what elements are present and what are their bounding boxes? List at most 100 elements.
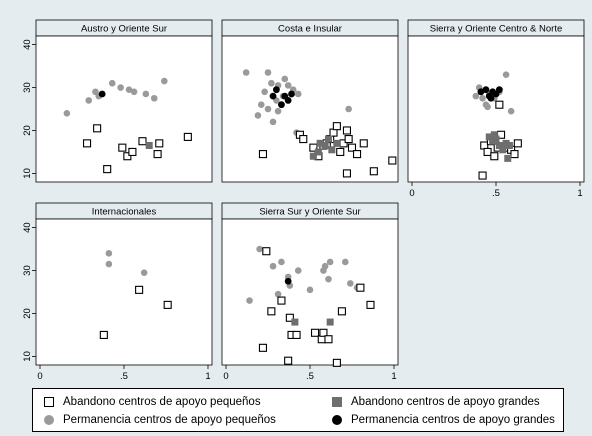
point-permanencia-pequeno xyxy=(257,101,265,109)
point-permanencia-pequeno xyxy=(268,79,275,87)
point-abandono-pequeno xyxy=(183,132,192,141)
panel-title: Internacionales xyxy=(92,207,157,218)
point-abandono-pequeno xyxy=(324,335,333,344)
point-abandono-grande xyxy=(145,142,153,149)
y-tick-label: 10 xyxy=(22,351,33,362)
panel-4: Internacionales 10 20 30 40 0 .5 1 xyxy=(22,202,213,382)
legend-item-pe-small: Permanencia centros de apoyo pequeños xyxy=(43,412,276,428)
point-abandono-grande xyxy=(291,318,299,326)
point-abandono-grande xyxy=(316,139,324,147)
point-abandono-pequeno xyxy=(277,296,286,305)
legend-item-ab-small: Abandono centros de apoyo pequeños xyxy=(43,394,261,410)
point-abandono-pequeno xyxy=(138,137,147,146)
point-abandono-pequeno xyxy=(258,150,268,159)
point-permanencia-pequeno xyxy=(117,84,124,91)
x-tick-label: 1 xyxy=(391,371,396,382)
point-permanencia-pequeno xyxy=(472,92,480,100)
point-permanencia-grande xyxy=(278,101,285,109)
point-permanencia-pequeno xyxy=(502,71,510,78)
point-permanencia-pequeno xyxy=(130,88,138,96)
x-tick-label: .5 xyxy=(492,188,500,199)
point-permanencia-grande xyxy=(98,90,106,98)
y-tick-label: 30 xyxy=(22,265,33,276)
legend-gray-circle-icon xyxy=(44,415,54,425)
legend-label-ab-small: Abandono centros de apoyo pequeños xyxy=(63,396,261,408)
point-permanencia-pequeno xyxy=(142,90,150,98)
point-abandono-grande xyxy=(499,146,507,154)
point-permanencia-pequeno xyxy=(479,94,486,102)
point-abandono-pequeno xyxy=(267,307,276,316)
point-permanencia-pequeno xyxy=(108,79,116,87)
x-tick-label: 0 xyxy=(37,371,42,382)
point-permanencia-pequeno xyxy=(256,245,263,253)
point-permanencia-pequeno xyxy=(306,286,314,294)
point-permanencia-pequeno xyxy=(326,258,334,266)
point-permanencia-pequeno xyxy=(347,280,354,287)
point-abandono-pequeno xyxy=(513,139,522,148)
point-abandono-grande xyxy=(328,146,336,154)
point-abandono-grande xyxy=(321,142,329,149)
x-tick-label: .5 xyxy=(306,371,314,382)
point-permanencia-pequeno xyxy=(150,94,158,102)
point-abandono-grande xyxy=(314,148,322,156)
point-abandono-grande xyxy=(490,131,498,139)
point-abandono-grande xyxy=(333,139,341,147)
legend-item-pe-large: Permanencia centros de apoyo grandes xyxy=(331,412,555,428)
point-abandono-pequeno xyxy=(292,330,301,339)
point-permanencia-pequeno xyxy=(484,103,491,111)
y-tick-label: 40 xyxy=(22,39,33,50)
y-tick-label: 20 xyxy=(22,308,33,319)
panel-title: Sierra y Oriente Centro & Norte xyxy=(430,24,563,35)
point-permanencia-pequeno xyxy=(294,267,302,274)
point-abandono-pequeno xyxy=(123,152,132,161)
x-tick-label: .5 xyxy=(120,371,128,382)
panel-3: Sierra y Oriente Centro & Norte 0 .5 1 xyxy=(407,19,585,199)
point-abandono-pequeno xyxy=(262,247,271,256)
legend: Abandono centros de apoyo pequeños Aband… xyxy=(32,388,564,432)
legend-label-pe-large: Permanencia centros de apoyo grandes xyxy=(351,414,555,426)
panel-5: Sierra Sur y Oriente Sur 0 .5 1 xyxy=(221,202,399,382)
point-permanencia-pequeno xyxy=(161,77,168,85)
point-permanencia-pequeno xyxy=(63,109,71,117)
point-abandono-pequeno xyxy=(352,150,362,159)
point-permanencia-pequeno xyxy=(125,86,133,93)
point-abandono-grande xyxy=(505,142,513,149)
point-abandono-pequeno xyxy=(309,143,318,152)
legend-label-ab-large: Abandono centros de apoyo grandes xyxy=(351,396,540,408)
point-permanencia-pequeno xyxy=(264,105,272,113)
point-permanencia-grande xyxy=(284,277,292,285)
point-abandono-pequeno xyxy=(356,283,365,292)
panel-1: Austro y Oriente Sur 10 20 30 40 xyxy=(22,19,213,183)
panel-2: Costa e Insular xyxy=(221,19,399,183)
point-permanencia-pequeno xyxy=(246,297,253,304)
panel-title: Austro y Oriente Sur xyxy=(81,24,167,35)
legend-black-circle-icon xyxy=(332,415,342,425)
point-abandono-pequeno xyxy=(258,343,268,352)
panel-title: Costa e Insular xyxy=(278,24,342,35)
point-permanencia-grande xyxy=(288,90,295,98)
point-abandono-grande xyxy=(485,133,493,141)
point-abandono-grande xyxy=(504,154,512,162)
x-tick-label: 0 xyxy=(409,188,414,199)
point-abandono-grande xyxy=(326,318,334,326)
point-permanencia-pequeno xyxy=(105,260,113,268)
point-abandono-pequeno xyxy=(153,150,162,159)
point-permanencia-pequeno xyxy=(341,258,349,266)
point-abandono-pequeno xyxy=(82,139,92,148)
point-permanencia-pequeno xyxy=(140,269,148,276)
x-tick-label: 1 xyxy=(205,371,210,382)
point-permanencia-pequeno xyxy=(85,97,93,104)
point-abandono-pequeno xyxy=(359,139,368,148)
panel-title: Sierra Sur y Oriente Sur xyxy=(259,207,360,218)
point-abandono-pequeno xyxy=(285,313,294,322)
point-permanencia-pequeno xyxy=(345,105,352,113)
point-permanencia-pequeno xyxy=(269,262,277,270)
point-permanencia-pequeno xyxy=(274,107,282,115)
point-abandono-grande xyxy=(492,135,500,143)
point-abandono-pequeno xyxy=(99,330,108,339)
point-abandono-pequeno xyxy=(490,152,499,161)
point-permanencia-grande xyxy=(495,86,503,94)
point-abandono-pequeno xyxy=(336,147,345,156)
point-permanencia-pequeno xyxy=(278,258,285,266)
